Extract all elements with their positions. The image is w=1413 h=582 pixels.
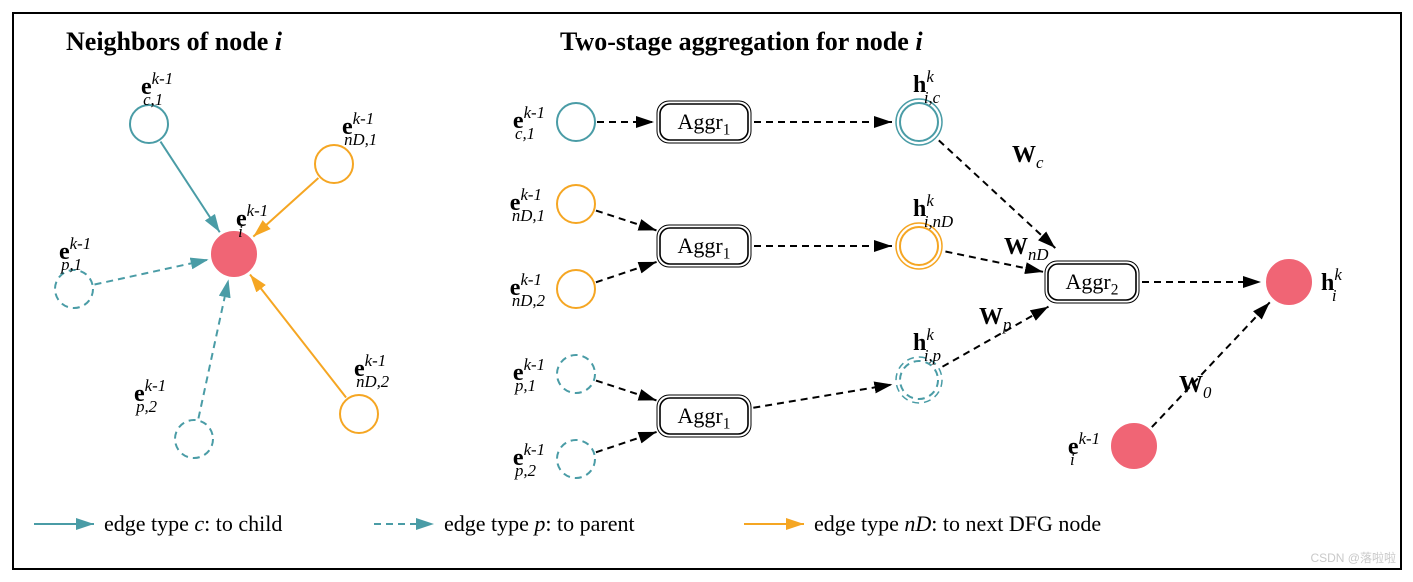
math-label: ek-1i <box>1068 429 1100 469</box>
diagram-svg: Neighbors of node i Two-stage aggregation… <box>14 14 1400 568</box>
aggr1-label: Aggr1 <box>678 403 731 432</box>
math-label: hki,nD <box>913 191 953 231</box>
math-label: Wp <box>979 304 1011 334</box>
aggr1-label: Aggr1 <box>678 233 731 262</box>
watermark: CSDN @落啦啦 <box>1310 549 1396 566</box>
math-label: ek-1c,1 <box>141 69 173 109</box>
math-label: Wc <box>1012 142 1044 172</box>
math-label: ek-1p,2 <box>513 440 545 480</box>
math-label: ek-1c,1 <box>513 103 545 143</box>
math-label: ek-1i <box>236 201 268 241</box>
aggr2-label: Aggr2 <box>1066 269 1119 298</box>
aggr1-label: Aggr1 <box>678 109 731 138</box>
math-label: ek-1p,2 <box>134 376 166 416</box>
math-label: ek-1nD,2 <box>510 270 546 310</box>
legend-text: edge type p: to parent <box>444 511 635 536</box>
math-label: ek-1p,1 <box>513 355 545 395</box>
legend-text: edge type nD: to next DFG node <box>814 511 1101 536</box>
legend-text: edge type c: to child <box>104 511 282 536</box>
math-label: hki <box>1321 265 1342 305</box>
title-right: Two-stage aggregation for node i <box>560 27 923 56</box>
math-label: WnD <box>1004 234 1049 264</box>
title-left: Neighbors of node i <box>66 27 283 56</box>
math-label: ek-1nD,1 <box>342 109 377 149</box>
math-label: W0 <box>1179 372 1212 402</box>
math-label: ek-1nD,1 <box>510 185 545 225</box>
math-label: hki,c <box>913 67 941 107</box>
math-label: hki,p <box>913 325 941 365</box>
diagram-frame: Neighbors of node i Two-stage aggregation… <box>12 12 1402 570</box>
math-label: ek-1nD,2 <box>354 351 390 391</box>
math-label: ek-1p,1 <box>59 234 91 274</box>
